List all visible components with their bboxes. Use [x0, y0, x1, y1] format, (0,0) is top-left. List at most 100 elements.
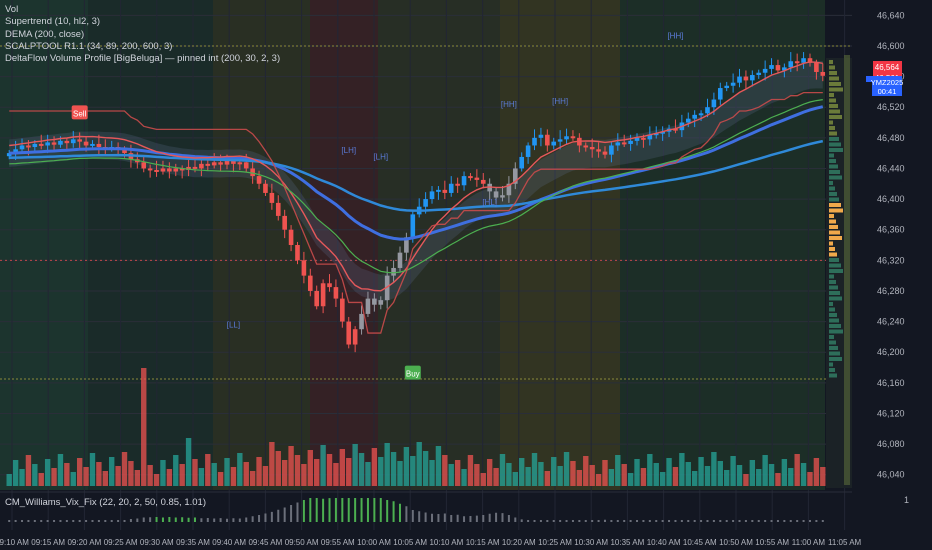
vix-bar	[744, 520, 747, 522]
volume-bar	[346, 458, 352, 486]
vix-bar	[815, 520, 818, 522]
candle-body	[429, 191, 435, 200]
signal-sell-box	[71, 105, 88, 120]
volume-bar	[563, 452, 570, 486]
legend-deltaflow[interactable]: DeltaFlow Volume Profile [BigBeluga] — p…	[5, 53, 281, 65]
countdown-text: 00:41	[878, 87, 897, 96]
vix-bar	[469, 516, 472, 522]
profile-row	[829, 186, 835, 191]
volume-bar	[371, 448, 378, 486]
vix-fix-label[interactable]: CM_Williams_Vix_Fix (22, 20, 2, 50, 0.85…	[5, 497, 206, 508]
time-axis-bg	[0, 532, 852, 550]
candle-body	[455, 183, 460, 186]
volume-bar	[192, 459, 198, 486]
candle-body	[532, 137, 537, 146]
volume-bar	[704, 466, 711, 486]
volume-bar	[390, 452, 397, 486]
profile-row	[829, 131, 837, 136]
profile-row	[829, 329, 843, 334]
volume-bar	[128, 461, 134, 486]
time-tick: 11:00 AM	[792, 538, 826, 547]
vix-bar	[181, 517, 184, 522]
profile-row	[829, 115, 842, 119]
price-tick: 46,200	[877, 347, 905, 357]
structure-label: [HL]	[482, 198, 497, 207]
signal-buy-box	[404, 365, 421, 380]
volume-bar	[724, 470, 730, 486]
profile-row	[829, 258, 839, 262]
candle-body	[698, 113, 704, 116]
candle-body	[589, 147, 595, 150]
vix-bar	[456, 514, 459, 522]
vix-bar	[53, 520, 56, 522]
candle-body	[6, 153, 12, 157]
volume-bar	[544, 471, 551, 486]
candle-body	[45, 142, 50, 146]
vix-bar	[443, 513, 446, 522]
time-tick: 10:05 AM	[393, 538, 427, 547]
volume-bar	[51, 468, 57, 486]
signal-sell-label: Sell	[73, 109, 87, 118]
vix-bar	[97, 520, 100, 522]
vix-bar	[796, 520, 799, 522]
candle-body	[295, 245, 300, 261]
profile-row	[829, 208, 843, 213]
candle-body	[775, 65, 781, 71]
profile-row	[829, 335, 834, 339]
profile-row	[829, 263, 841, 268]
vix-bar	[245, 517, 248, 522]
volume-bar	[621, 464, 627, 486]
candle-body	[685, 118, 691, 123]
candle-body	[288, 229, 294, 245]
volume-bar	[294, 455, 301, 486]
volume-bar	[820, 467, 826, 486]
volume-bar	[339, 449, 346, 486]
volume-bar	[781, 459, 788, 486]
legend-scalptool[interactable]: SCALPTOOL R1.1 (34, 89, 200, 600, 3)	[5, 40, 173, 52]
volume-bar	[666, 458, 672, 486]
vix-bar	[277, 509, 280, 522]
candle-body	[724, 85, 730, 89]
vix-bar	[46, 520, 49, 522]
profile-row	[829, 65, 835, 70]
candle-body	[750, 75, 755, 81]
candle-body	[256, 176, 262, 184]
vix-bar	[168, 517, 171, 522]
volume-bar	[531, 453, 538, 486]
candle-body	[173, 168, 179, 172]
volume-bar	[352, 444, 358, 486]
candle-body	[243, 162, 249, 169]
vix-bar	[136, 518, 139, 522]
volume-bar	[185, 438, 192, 486]
structure-label: [HH]	[552, 97, 568, 106]
volume-bar	[717, 461, 723, 486]
symbol-marker	[866, 76, 872, 82]
price-tick: 46,360	[877, 225, 905, 235]
supertrend-line	[9, 91, 823, 334]
legend-supertrend[interactable]: Supertrend (10, hl2, 3)	[5, 16, 101, 28]
candle-body	[660, 131, 665, 134]
profile-row	[829, 175, 842, 180]
vix-bar	[309, 498, 312, 522]
profile-row	[829, 153, 834, 158]
profile-row	[829, 159, 836, 163]
legend-vol[interactable]: Vol	[5, 4, 19, 15]
candle-body	[205, 163, 211, 166]
candle-body	[51, 142, 57, 145]
volume-bars	[6, 368, 826, 486]
vix-bar	[648, 520, 651, 522]
candle-body	[609, 145, 614, 155]
legend-dema[interactable]: DEMA (200, close)	[5, 28, 85, 40]
volume-profile	[826, 55, 852, 488]
candle-body	[275, 202, 281, 216]
candle-body	[64, 140, 70, 144]
candle-body	[538, 134, 544, 138]
vix-bar	[533, 520, 536, 522]
candle-body	[83, 141, 89, 146]
profile-poc	[844, 55, 850, 485]
profile-row	[829, 285, 838, 290]
candle-body	[391, 267, 396, 276]
vix-bar	[776, 520, 779, 522]
